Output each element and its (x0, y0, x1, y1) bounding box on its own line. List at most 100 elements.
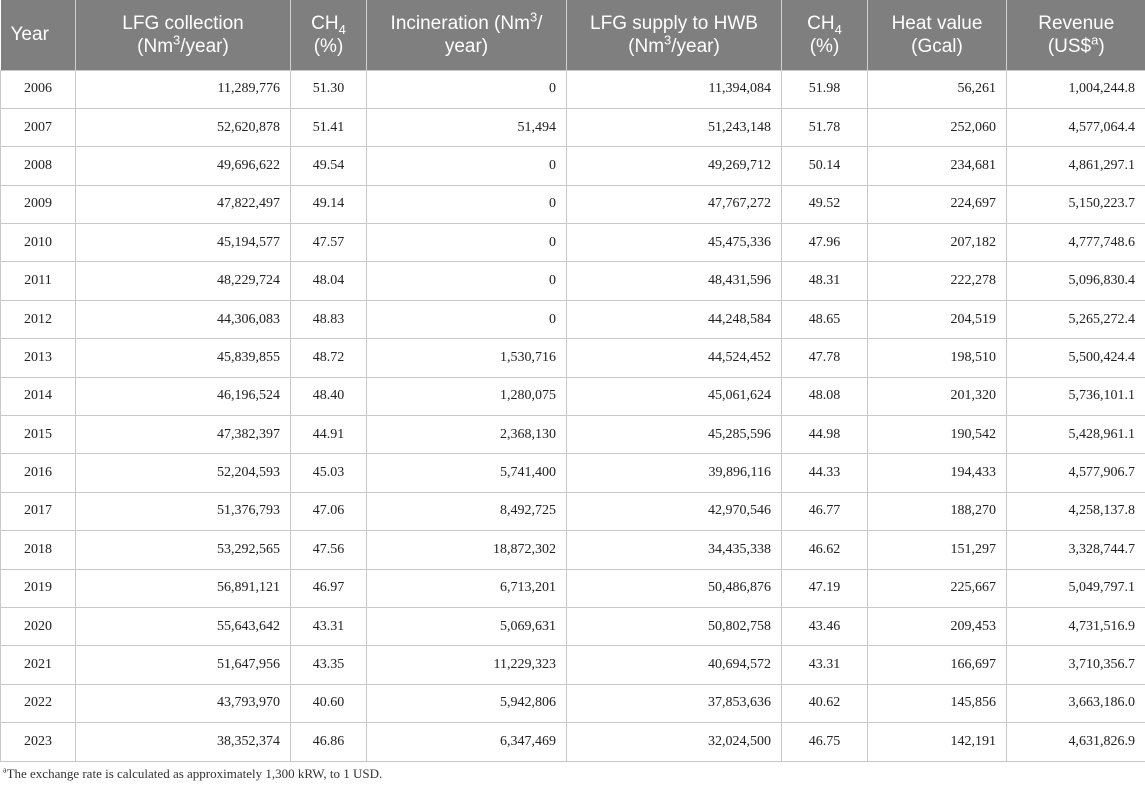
cell-revenue: 4,777,748.6 (1006, 223, 1145, 263)
cell-ch4-collection: 47.06 (290, 491, 367, 532)
cell-lfg-supply: 47,767,272 (566, 184, 782, 225)
table-row: 2022 43,793,970 40.60 5,942,806 37,853,636 40… (0, 683, 1145, 724)
cell-year: 2009 (0, 184, 76, 225)
cell-heat-value: 201,320 (867, 376, 1007, 417)
cell-lfg-supply: 45,285,596 (566, 415, 782, 455)
cell-ch4-supply: 47.19 (781, 568, 868, 608)
header-ch4-collection: CH4 (%) (290, 0, 367, 70)
header-year: Year (0, 0, 76, 70)
table-row: 2020 55,643,642 43.31 5,069,631 50,802,758 43… (0, 606, 1145, 647)
cell-incineration: 0 (366, 69, 567, 109)
cell-ch4-supply: 48.08 (781, 376, 868, 417)
cell-incineration: 0 (366, 299, 567, 340)
cell-revenue: 5,428,961.1 (1006, 415, 1145, 455)
cell-year: 2016 (0, 453, 76, 493)
cell-lfg-collection: 45,194,577 (75, 223, 291, 263)
cell-ch4-supply: 46.77 (781, 491, 868, 532)
cell-revenue: 3,328,744.7 (1006, 530, 1145, 570)
cell-lfg-collection: 11,289,776 (75, 69, 291, 109)
cell-year: 2008 (0, 146, 76, 186)
cell-year: 2021 (0, 645, 76, 685)
cell-incineration: 1,280,075 (366, 376, 567, 417)
cell-ch4-supply: 46.62 (781, 530, 868, 570)
cell-year: 2013 (0, 338, 76, 378)
cell-heat-value: 56,261 (867, 69, 1007, 109)
cell-ch4-collection: 43.35 (290, 645, 367, 685)
cell-revenue: 4,631,826.9 (1006, 722, 1145, 762)
cell-incineration: 1,530,716 (366, 338, 567, 378)
cell-ch4-collection: 48.72 (290, 338, 367, 378)
cell-incineration: 18,872,302 (366, 530, 567, 570)
cell-heat-value: 224,697 (867, 184, 1007, 225)
cell-ch4-collection: 46.86 (290, 722, 367, 762)
cell-year: 2006 (0, 69, 76, 109)
table-row: 2015 47,382,397 44.91 2,368,130 45,285,596 44… (0, 415, 1145, 455)
cell-ch4-collection: 48.40 (290, 376, 367, 417)
cell-lfg-collection: 46,196,524 (75, 376, 291, 417)
cell-lfg-collection: 55,643,642 (75, 606, 291, 647)
cell-ch4-supply: 50.14 (781, 146, 868, 186)
cell-revenue: 5,096,830.4 (1006, 261, 1145, 301)
cell-incineration: 0 (366, 184, 567, 225)
footnote-text: The exchange rate is calculated as appro… (6, 766, 383, 781)
table-row: 2006 11,289,776 51.30 0 11,394,084 51.98 56,26… (0, 69, 1145, 109)
cell-revenue: 4,258,137.8 (1006, 491, 1145, 532)
cell-lfg-collection: 44,306,083 (75, 299, 291, 340)
cell-revenue: 5,150,223.7 (1006, 184, 1145, 225)
cell-heat-value: 166,697 (867, 645, 1007, 685)
cell-ch4-supply: 44.33 (781, 453, 868, 493)
cell-revenue: 5,265,272.4 (1006, 299, 1145, 340)
cell-revenue: 5,500,424.4 (1006, 338, 1145, 378)
cell-lfg-supply: 45,061,624 (566, 376, 782, 417)
cell-heat-value: 142,191 (867, 722, 1007, 762)
cell-incineration: 2,368,130 (366, 415, 567, 455)
cell-heat-value: 209,453 (867, 606, 1007, 647)
cell-lfg-collection: 56,891,121 (75, 568, 291, 608)
cell-revenue: 4,861,297.1 (1006, 146, 1145, 186)
cell-ch4-supply: 49.52 (781, 184, 868, 225)
cell-ch4-collection: 47.56 (290, 530, 367, 570)
table-row: 2011 48,229,724 48.04 0 48,431,596 48.31 222,2… (0, 261, 1145, 301)
cell-ch4-supply: 51.78 (781, 107, 868, 148)
cell-heat-value: 194,433 (867, 453, 1007, 493)
cell-year: 2012 (0, 299, 76, 340)
table-row: 2023 38,352,374 46.86 6,347,469 32,024,500 46… (0, 722, 1145, 762)
cell-incineration: 5,069,631 (366, 606, 567, 647)
header-revenue: Revenue (US$a) (1006, 0, 1145, 70)
cell-heat-value: 204,519 (867, 299, 1007, 340)
header-lfg-supply: LFG supply to HWB (Nm3/year) (566, 0, 782, 70)
cell-ch4-supply: 43.31 (781, 645, 868, 685)
cell-ch4-collection: 43.31 (290, 606, 367, 647)
header-heat-value: Heat value (Gcal) (867, 0, 1007, 70)
cell-revenue: 5,049,797.1 (1006, 568, 1145, 608)
cell-incineration: 0 (366, 261, 567, 301)
cell-ch4-supply: 43.46 (781, 606, 868, 647)
cell-heat-value: 188,270 (867, 491, 1007, 532)
cell-lfg-collection: 52,620,878 (75, 107, 291, 148)
cell-lfg-collection: 43,793,970 (75, 683, 291, 724)
cell-ch4-supply: 48.65 (781, 299, 868, 340)
cell-heat-value: 222,278 (867, 261, 1007, 301)
cell-year: 2007 (0, 107, 76, 148)
header-incineration: Incineration (Nm3/ year) (366, 0, 567, 70)
cell-ch4-supply: 44.98 (781, 415, 868, 455)
cell-year: 2022 (0, 683, 76, 724)
cell-ch4-collection: 45.03 (290, 453, 367, 493)
cell-lfg-supply: 44,524,452 (566, 338, 782, 378)
cell-revenue: 5,736,101.1 (1006, 376, 1145, 417)
header-ch4-supply: CH4 (%) (781, 0, 868, 70)
cell-year: 2011 (0, 261, 76, 301)
cell-lfg-supply: 39,896,116 (566, 453, 782, 493)
cell-year: 2014 (0, 376, 76, 417)
table-row: 2018 53,292,565 47.56 18,872,302 34,435,338 4… (0, 530, 1145, 570)
cell-lfg-supply: 37,853,636 (566, 683, 782, 724)
table-row: 2009 47,822,497 49.14 0 47,767,272 49.52 224,6… (0, 184, 1145, 225)
cell-revenue: 4,577,906.7 (1006, 453, 1145, 493)
cell-ch4-supply: 47.78 (781, 338, 868, 378)
cell-revenue: 4,731,516.9 (1006, 606, 1145, 647)
cell-ch4-collection: 51.30 (290, 69, 367, 109)
cell-lfg-collection: 52,204,593 (75, 453, 291, 493)
cell-heat-value: 234,681 (867, 146, 1007, 186)
cell-year: 2019 (0, 568, 76, 608)
footnote: aThe exchange rate is calculated as appr… (3, 766, 382, 782)
